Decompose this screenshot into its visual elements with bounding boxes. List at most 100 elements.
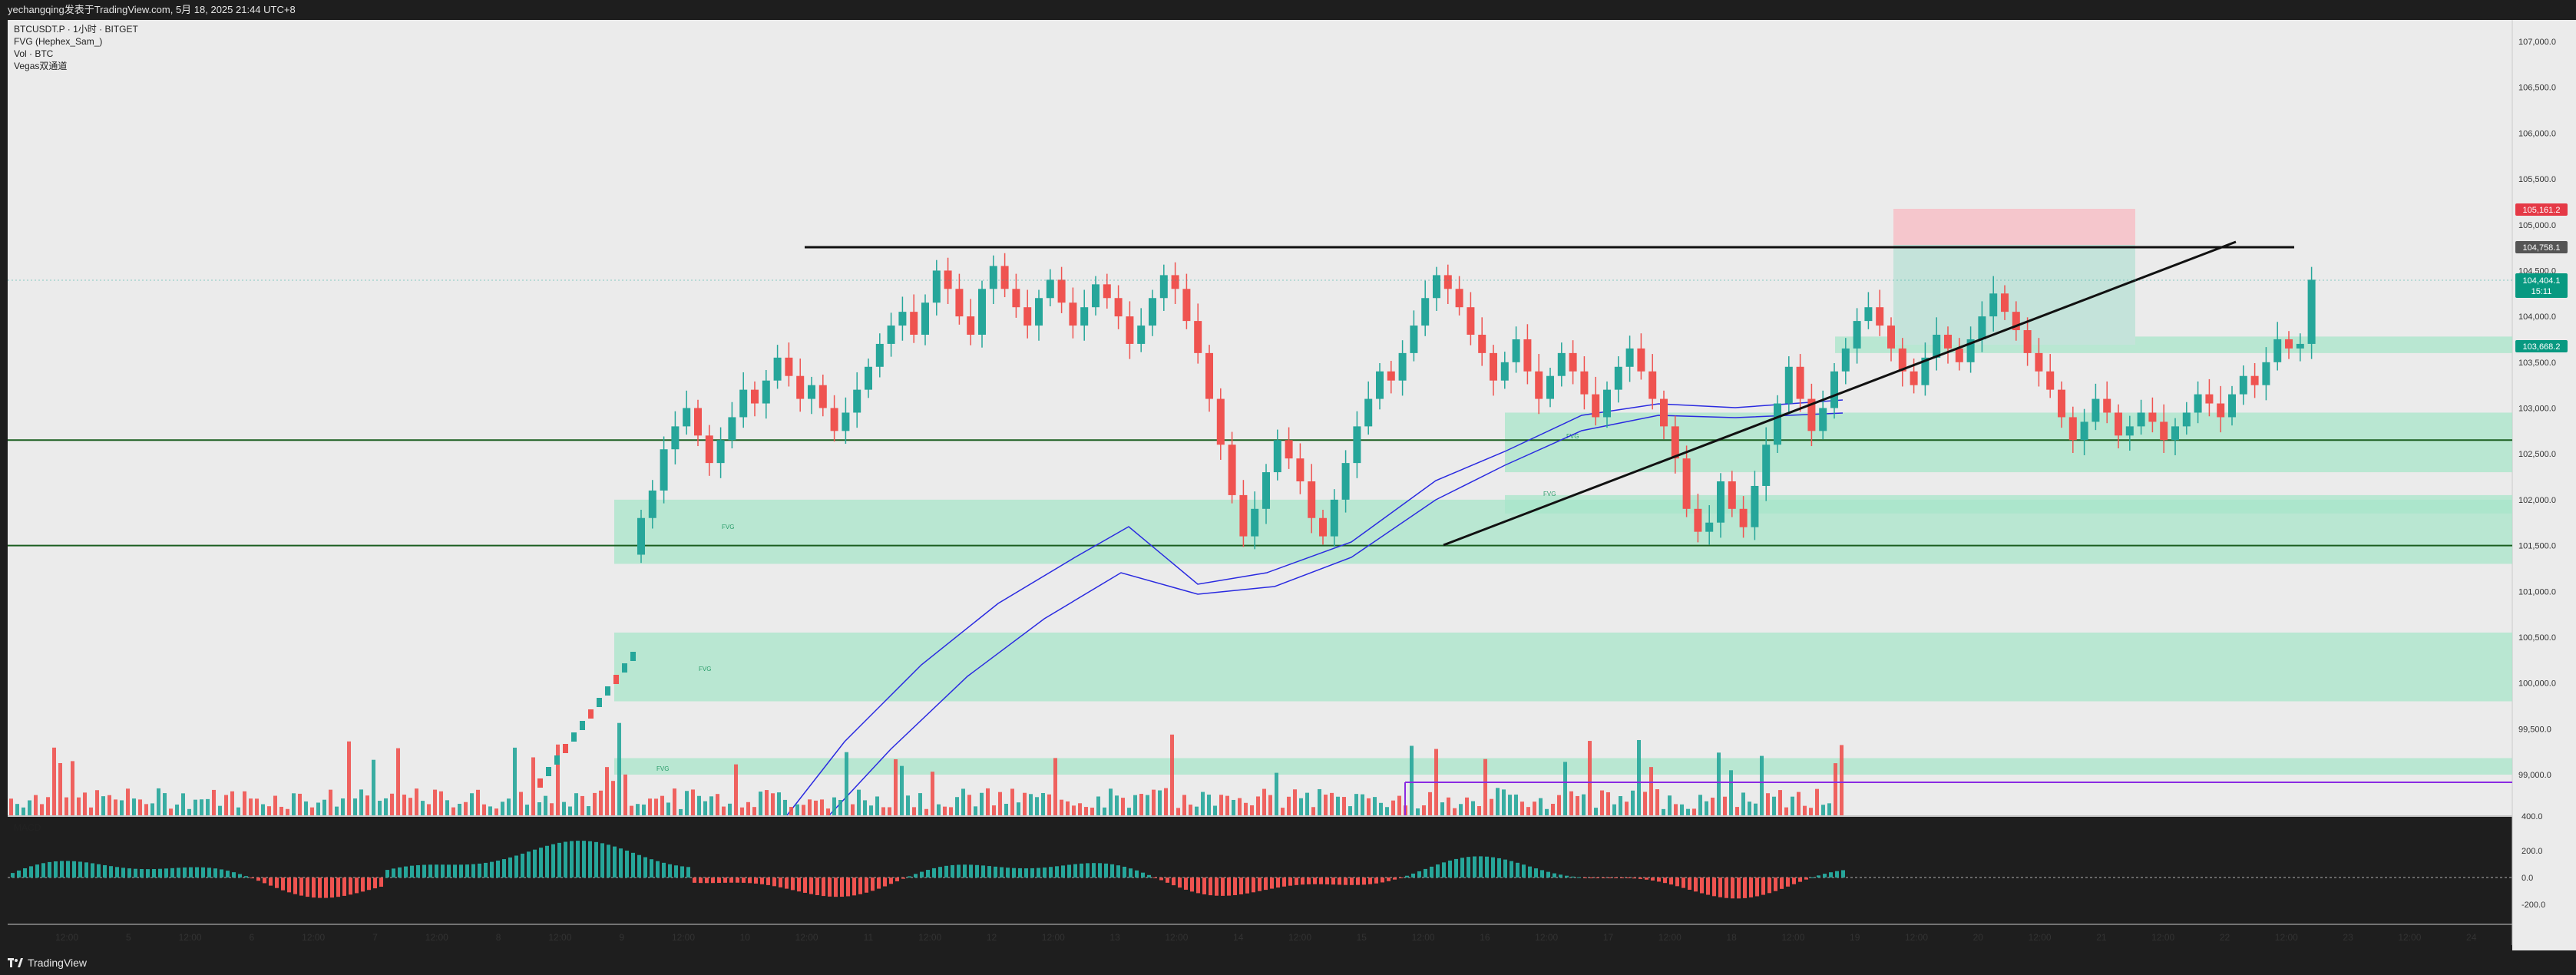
candle-body	[1921, 357, 1930, 385]
price-tick-label: 107,000.0	[2518, 38, 2556, 47]
volume-bar	[1483, 759, 1487, 815]
macd-bar	[1135, 870, 1139, 878]
macd-bar	[1675, 878, 1679, 887]
volume-bar	[1797, 792, 1801, 815]
candle-body	[808, 385, 815, 399]
macd-bar	[1841, 870, 1845, 878]
volume-bar	[206, 798, 210, 815]
candle-body	[1478, 335, 1486, 353]
macd-bar	[1184, 878, 1188, 890]
volume-bar	[402, 795, 406, 815]
volume-bar	[1569, 791, 1573, 815]
macd-bar	[1049, 867, 1053, 878]
macd-bar	[1424, 868, 1427, 878]
macd-bar	[1442, 862, 1446, 878]
legend-fvg: FVG (Hephex_Sam_)	[14, 36, 102, 47]
macd-bar	[404, 866, 408, 878]
price-axis[interactable]: 107,000.0 106,500.0 106,000.0 105,500.0 105,…	[2518, 38, 2556, 780]
volume-bar	[1256, 796, 1260, 815]
macd-bar	[514, 855, 518, 878]
legend-vol: Vol · BTC	[14, 48, 54, 59]
time-tick-label: 10	[740, 932, 751, 943]
volume-bar	[267, 806, 271, 815]
volume-bar	[752, 807, 756, 815]
macd-bar	[115, 867, 119, 878]
macd-bar	[527, 851, 531, 878]
macd-bar	[656, 861, 660, 878]
macd-bar	[1043, 867, 1047, 878]
candle-body	[2148, 412, 2157, 422]
volume-bar	[1533, 801, 1536, 815]
volume-bar	[617, 722, 621, 815]
candle-body	[1092, 284, 1100, 308]
macd-bar	[336, 878, 340, 897]
candle-body	[932, 270, 941, 303]
volume-bar	[341, 798, 345, 815]
ascending-trendline[interactable]	[1443, 240, 2237, 547]
volume-bar	[1250, 805, 1254, 815]
volume-bar	[1397, 795, 1401, 815]
volume-bar	[1662, 808, 1665, 815]
candle-body	[1853, 321, 1861, 349]
macd-bar	[1516, 862, 1519, 878]
chart-area[interactable]: FVGFVGFVGFVGFVGFVG BTCUSDT.P · 1小时 · BIT…	[0, 20, 2576, 950]
volume-bar	[746, 801, 750, 815]
macd-bar	[1252, 878, 1255, 893]
macd-bar	[1381, 878, 1384, 883]
volume-bar	[728, 803, 732, 815]
macd-bar	[908, 876, 911, 878]
candle-body	[2080, 421, 2088, 441]
macd-bar	[846, 878, 850, 897]
candle-body	[1194, 321, 1202, 353]
macd-bar	[877, 878, 881, 889]
volume-bar	[71, 761, 74, 815]
candle-body	[1807, 398, 1816, 431]
macd-bar	[1319, 878, 1323, 884]
last-price-badge: 104,404.1 15:11	[2515, 273, 2568, 298]
macd-bar	[410, 865, 414, 878]
volume-bar	[1594, 808, 1598, 815]
candle-body	[2092, 398, 2100, 422]
volume-bar	[1815, 788, 1819, 815]
time-tick-label: 12:00	[1535, 932, 1558, 943]
volume-bar	[120, 800, 124, 815]
candle-body	[1103, 284, 1111, 299]
macd-tick-label: 0.0	[2521, 874, 2533, 883]
volume-bar	[1557, 795, 1561, 815]
horizontal-lines[interactable]	[8, 439, 2512, 547]
volume-bar	[1520, 801, 1524, 815]
stop-loss-zone[interactable]	[1893, 209, 2135, 245]
macd-bar	[66, 861, 70, 878]
volume-bar	[1103, 807, 1106, 815]
macd-bar	[803, 878, 807, 893]
volume-bar	[28, 800, 31, 815]
candle-body	[898, 312, 907, 326]
candle-body	[1421, 298, 1430, 326]
volume-bar	[808, 799, 812, 815]
volume-bar	[630, 805, 633, 815]
time-axis[interactable]: 12:00 5 12:00 6 12:00 7 12:00 8 12:00 9 12:00 10 12:…	[55, 932, 2477, 943]
macd-bar	[643, 857, 647, 878]
volume-bar	[458, 803, 461, 815]
volume-bars	[9, 722, 1844, 815]
candle-body	[1592, 394, 1600, 418]
macd-bar	[951, 864, 954, 878]
candle-body	[2239, 375, 2247, 395]
volume-bar	[378, 801, 382, 815]
macd-bar	[711, 878, 715, 884]
macd-bar	[447, 864, 451, 878]
volume-bar	[1717, 752, 1721, 815]
volume-bar	[1784, 807, 1788, 815]
candle-body	[1796, 366, 1804, 399]
macd-bar	[901, 878, 905, 879]
candle-body	[2171, 426, 2179, 441]
volume-bar	[1017, 802, 1020, 815]
macd-bar	[1767, 878, 1771, 894]
volume-bar	[795, 804, 799, 815]
macd-bar	[1645, 878, 1648, 880]
macd-bar	[674, 865, 678, 878]
macd-bar	[914, 874, 918, 878]
volume-bar	[1305, 792, 1309, 815]
candle-body	[762, 380, 770, 404]
macd-bar	[1227, 878, 1231, 896]
